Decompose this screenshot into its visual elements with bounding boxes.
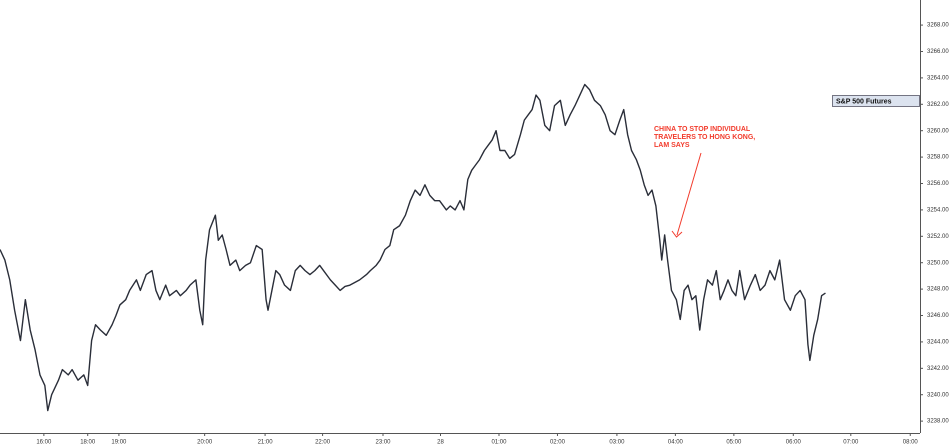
x-tick-label: 16:00 [36,440,52,446]
y-tick-label: 3268.00 [927,23,949,29]
annotation-line: TRAVELERS TO HONG KONG, [654,134,755,141]
x-tick-label: 22:00 [315,440,331,446]
y-tick-label: 3264.00 [927,75,949,81]
y-tick-label: 3246.00 [927,313,949,319]
x-tick-label: 05:00 [726,440,742,446]
x-tick-label: 02:00 [550,440,566,446]
annotation-line: CHINA TO STOP INDIVIDUAL [654,126,751,133]
y-tick-label: 3252.00 [927,234,949,240]
x-tick-label: 23:00 [376,440,392,446]
x-tick-label: 20:00 [197,440,213,446]
legend: S&P 500 Futures [832,95,920,107]
x-tick-label: 18:00 [80,440,96,446]
price-line [0,83,826,412]
y-tick-label: 3260.00 [927,128,949,134]
x-tick-label: 01:00 [491,440,507,446]
x-tick-label: 19:00 [111,440,127,446]
annotation-line: LAM SAYS [654,142,690,149]
x-tick-label: 08:00 [903,440,919,446]
legend-box [832,95,920,107]
x-tick-label: 03:00 [609,440,625,446]
annotation-arrow [676,152,702,236]
y-tick-label: 3242.00 [927,366,949,372]
x-tick-label: 04:00 [668,440,684,446]
y-tick-label: 3266.00 [927,49,949,55]
annotation-arrowhead [671,230,683,238]
y-tick-label: 3262.00 [927,102,949,108]
annotation: CHINA TO STOP INDIVIDUAL TRAVELERS TO HO… [654,126,755,238]
legend-label: S&P 500 Futures [836,98,892,105]
x-tick-label: 28 [437,440,444,446]
y-tick-label: 3240.00 [927,392,949,398]
x-tick-label: 06:00 [786,440,802,446]
y-tick-label: 3256.00 [927,181,949,187]
y-tick-label: 3248.00 [927,287,949,293]
y-tick-label: 3250.00 [927,260,949,266]
y-tick-label: 3254.00 [927,207,949,213]
y-tick-label: 3238.00 [927,419,949,425]
x-tick-label: 07:00 [843,440,859,446]
x-tick-label: 21:00 [258,440,274,446]
y-tick-label: 3258.00 [927,155,949,161]
y-tick-label: 3244.00 [927,339,949,345]
